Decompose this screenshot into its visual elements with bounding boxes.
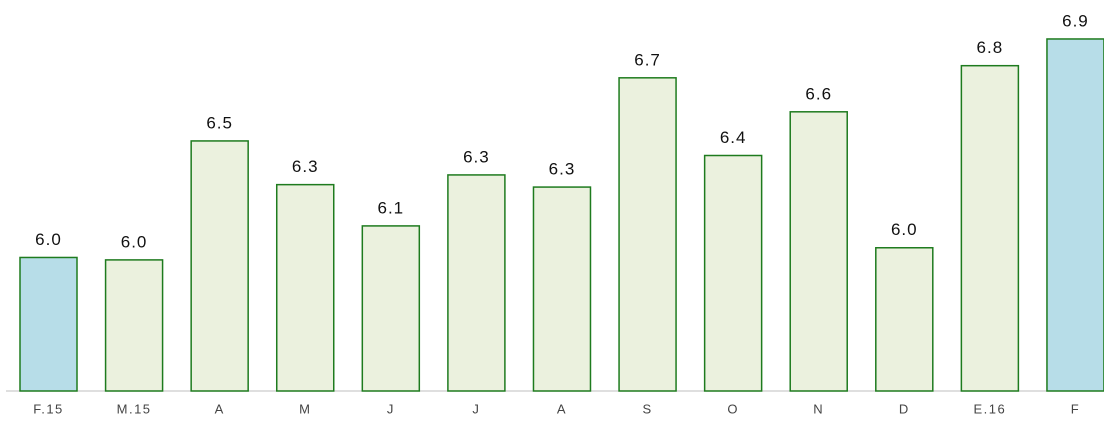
x-tick-label: N [813, 401, 824, 416]
x-tick-label: F.15 [33, 401, 64, 416]
x-tick-label: O [727, 401, 739, 416]
x-tick-label: S [642, 401, 652, 416]
x-tick-label: A [557, 401, 567, 416]
x-tick-label: E.16 [974, 401, 1007, 416]
x-tick-label: D [899, 401, 910, 416]
x-tick-label: F [1071, 401, 1080, 416]
x-tick-label: M [299, 401, 311, 416]
value-label: 6.5 [206, 113, 233, 132]
value-label: 6.1 [377, 198, 404, 217]
bar [19, 256, 78, 392]
x-tick-label: A [215, 401, 225, 416]
x-tick-label: J [387, 401, 395, 416]
bar [703, 154, 763, 392]
bar [447, 174, 506, 392]
bar [361, 225, 421, 392]
bar [532, 186, 592, 392]
value-label: 6.3 [463, 147, 490, 166]
bar [875, 247, 934, 392]
value-label: 6.7 [634, 50, 661, 69]
bar [104, 259, 164, 392]
value-label: 6.6 [805, 84, 832, 103]
value-label: 6.9 [1062, 11, 1089, 30]
value-label: 6.0 [121, 232, 148, 251]
value-label: 6.0 [35, 230, 62, 249]
value-label: 6.4 [720, 128, 747, 147]
value-label: 6.3 [292, 157, 319, 176]
bar [275, 183, 335, 392]
x-tick-label: M.15 [117, 401, 152, 416]
bar [190, 140, 249, 392]
bar [618, 77, 677, 392]
x-tick-label: J [472, 401, 480, 416]
value-label: 6.3 [549, 160, 576, 179]
bar [960, 64, 1020, 392]
bar [1046, 38, 1104, 392]
value-label: 6.0 [891, 220, 918, 239]
value-label: 6.8 [977, 38, 1004, 57]
bar [789, 111, 848, 392]
